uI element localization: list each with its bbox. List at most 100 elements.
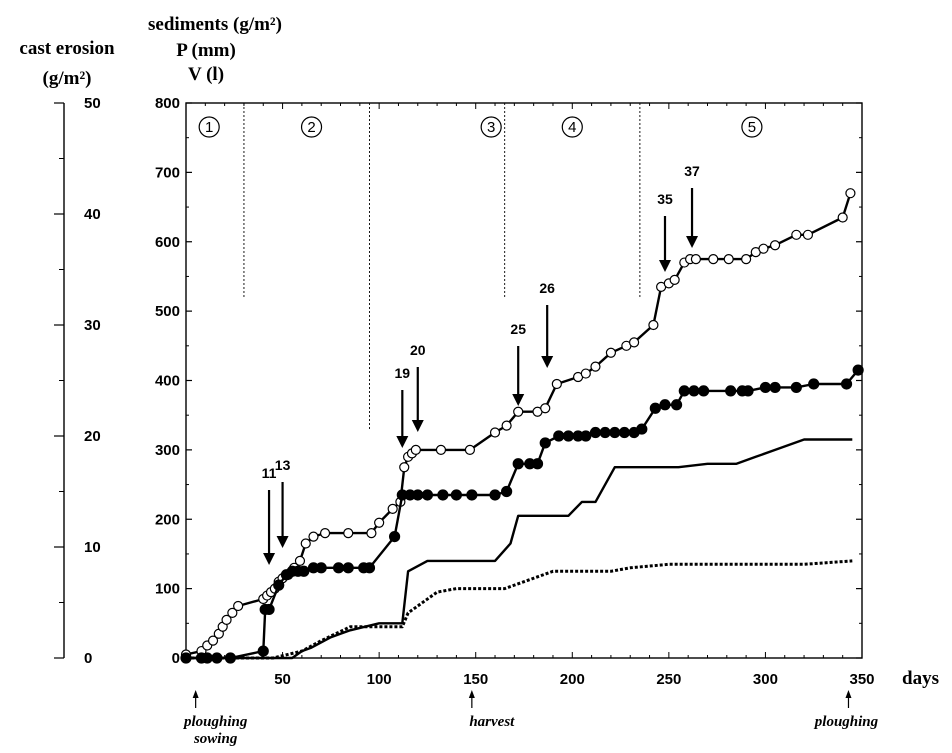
left-axis-tick-label: 50 [84,95,101,112]
period-label: 4 [568,119,576,136]
series-2-marker [412,489,424,501]
event-label: 11 [262,465,277,481]
main-axis-tick-label: 300 [155,442,180,459]
series-1-marker [690,253,701,265]
series-2-marker [688,385,700,397]
series-2-marker [388,530,401,543]
main-axis-tick-label: 0 [172,650,180,667]
series-1-marker [300,538,311,549]
series-2-marker [263,603,275,616]
series-1-marker [294,555,306,566]
event-arrow-head [658,260,671,272]
series-2-marker [298,565,310,577]
series-1-marker [410,444,421,455]
series-2-marker [421,489,434,501]
series-2-marker [489,489,501,501]
series-2-marker [539,437,551,449]
series-2-marker [450,489,462,501]
series-1-marker [758,243,769,254]
series-1-marker [308,531,319,542]
series-2-marker [769,381,781,394]
series-1-marker [227,607,238,619]
series-2-marker [649,402,661,414]
series-2-marker [678,385,690,397]
period-label: 5 [748,119,756,136]
series-2-marker [742,385,754,397]
event-arrow-head [512,394,525,406]
x-axis-tick-label: 150 [463,671,488,688]
left-axis-label-line2: (g/m²) [43,68,92,89]
event-arrow-head [396,436,409,448]
event-arrow-head [686,236,699,248]
series-2-marker [553,430,565,442]
series-1-marker [723,253,734,265]
series-1-marker [343,528,354,539]
main-axis-tick-label: 100 [155,581,180,598]
x-axis-tick-label: 200 [560,671,585,688]
main-axis-label-line3: V (l) [188,64,224,85]
series-1-marker [221,614,232,625]
x-axis-tick-label: 300 [753,671,778,688]
series-1-marker [708,253,719,265]
main-axis-tick-label: 500 [155,303,180,320]
event-label: 35 [657,191,673,207]
left-axis-tick-label: 10 [84,539,101,556]
main-axis-label-line1: sediments (g/m²) [148,14,282,35]
series-1-marker [669,274,680,286]
series-2-marker [659,399,671,411]
series-2-marker [531,458,544,470]
series-1-marker [605,347,617,358]
series-2-marker [808,378,820,390]
series-2-marker [589,426,602,439]
series-1-marker [387,503,398,514]
series-2-marker [670,399,683,411]
x-axis-tick-label: 100 [367,671,392,688]
series-2-marker [759,381,772,394]
series-1-marker [435,444,447,455]
series-1-marker [501,420,512,431]
series-1-marker [464,444,476,455]
period-circle [300,116,323,138]
series-4-line [186,438,853,660]
bottom-note-text: ploughing [813,714,879,730]
left-axis-tick-label: 40 [84,206,101,223]
series-1-marker [837,212,848,223]
series-2-marker [501,485,513,498]
series-1-marker [233,600,244,612]
period-label: 2 [307,119,315,136]
note-arrow-head [192,690,199,698]
left-axis-tick-label: 30 [84,317,101,334]
bottom-note-text: harvest [469,714,515,730]
x-axis-tick-label: 50 [274,671,291,688]
series-2-marker [273,579,285,591]
series-2-marker [725,385,737,397]
series-1-marker [540,403,551,414]
x-axis-tick-label: 250 [656,671,681,688]
series-2-marker [562,430,575,442]
main-axis-tick-label: 800 [155,95,180,112]
note-arrow-head [468,690,475,698]
series-2-marker [618,426,631,439]
event-arrow-head [276,536,289,548]
series-1-marker [791,229,802,240]
left-axis-ticks: 0 10 20 30 40 50 [54,95,101,667]
event-label: 25 [510,321,526,337]
series-2-marker [257,645,269,657]
note-arrow-head [845,690,852,698]
main-axis-tick-label: 400 [155,373,180,390]
series-2-marker [599,426,611,439]
main-axis-tick-label: 200 [155,511,180,528]
main-axis-tick-label: 700 [155,164,180,181]
series-2-marker [580,430,592,442]
series-1-marker [366,528,377,539]
series-1-marker [399,462,410,473]
period-label: 1 [205,119,213,136]
event-label: 37 [684,163,700,179]
series-2-marker [698,385,710,397]
x-axis-label: days [902,668,939,689]
series-1-marker [845,188,856,199]
event-arrow-head [411,420,424,432]
